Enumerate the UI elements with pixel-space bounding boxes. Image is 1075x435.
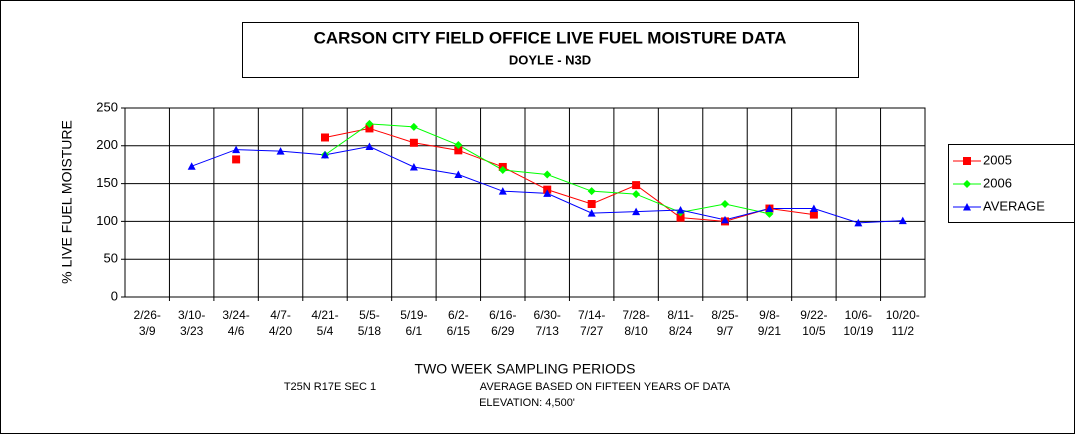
note: T25N R17E SEC 1 <box>284 381 376 393</box>
point <box>498 187 507 195</box>
note: ELEVATION: 4,500' <box>479 397 575 409</box>
x-tick-label: 2/26-3/9 <box>134 308 161 338</box>
point <box>587 187 596 196</box>
point <box>409 122 418 131</box>
x-tick-label: 7/28-8/10 <box>622 308 649 338</box>
point <box>454 170 463 179</box>
point <box>676 213 685 222</box>
point <box>409 138 418 147</box>
series-line <box>324 127 814 222</box>
legend-label: AVERAGE <box>983 198 1045 213</box>
point <box>365 124 374 133</box>
x-axis-label: TWO WEEK SAMPLING PERIODS <box>415 361 636 377</box>
point <box>587 209 596 217</box>
legend-marker <box>963 180 971 188</box>
point <box>365 119 374 128</box>
point <box>409 162 418 171</box>
point <box>721 200 729 209</box>
point <box>632 190 641 199</box>
point <box>632 181 641 190</box>
x-tick-label: 6/30-7/13 <box>534 308 561 338</box>
y-axis-label: % LIVE FUEL MOISTURE <box>59 120 75 284</box>
title-box <box>242 22 859 78</box>
point <box>765 204 774 213</box>
legend-marker <box>963 157 971 165</box>
y-tick-label: 100 <box>96 213 118 228</box>
note: AVERAGE BASED ON FIFTEEN YEARS OF DATA <box>480 381 731 393</box>
point <box>232 145 241 154</box>
point <box>587 200 596 209</box>
x-tick-label: 5/19-6/1 <box>400 308 427 338</box>
point <box>498 165 507 174</box>
x-tick-label: 5/5-5/18 <box>358 308 382 338</box>
point <box>276 147 285 155</box>
point <box>676 206 685 214</box>
x-tick-label: 3/10-3/23 <box>178 308 205 338</box>
point <box>809 210 818 219</box>
point <box>232 155 241 164</box>
y-tick-label: 0 <box>111 288 118 303</box>
x-tick-label: 10/20-11/2 <box>886 308 920 338</box>
point <box>321 133 329 142</box>
x-tick-label: 9/22-10/5 <box>800 308 827 338</box>
x-tick-label: 8/25-9/7 <box>711 308 738 338</box>
legend-marker <box>963 203 971 211</box>
point <box>365 142 374 151</box>
x-tick-label: 8/11-8/24 <box>667 308 693 338</box>
point <box>187 162 196 170</box>
x-tick-label: 9/8-9/21 <box>758 308 782 338</box>
point <box>454 141 463 150</box>
x-tick-label: 4/7-4/20 <box>269 308 293 338</box>
y-tick-label: 250 <box>96 99 118 114</box>
x-tick-label: 6/16-6/29 <box>489 308 516 338</box>
point <box>721 215 729 224</box>
point <box>543 170 552 179</box>
x-tick-label: 6/2-6/15 <box>447 308 471 338</box>
chart-subtitle: DOYLE - N3D <box>509 52 591 67</box>
x-tick-label: 3/24-4/6 <box>222 308 249 338</box>
x-tick-label: 4/21-5/4 <box>311 308 338 338</box>
y-tick-label: 150 <box>96 175 118 190</box>
legend-label: 2006 <box>983 175 1012 190</box>
x-tick-label: 10/6-10/19 <box>843 308 873 338</box>
point <box>854 218 863 227</box>
point <box>454 146 463 155</box>
chart-title: CARSON CITY FIELD OFFICE LIVE FUEL MOIST… <box>314 28 787 47</box>
y-tick-label: 50 <box>104 251 118 266</box>
point <box>543 189 552 197</box>
point <box>321 150 329 159</box>
y-tick-label: 200 <box>96 137 118 152</box>
point <box>809 204 818 213</box>
point <box>898 216 907 225</box>
point <box>632 207 641 216</box>
legend-label: 2005 <box>983 152 1012 167</box>
x-tick-label: 7/14-7/27 <box>578 308 605 338</box>
